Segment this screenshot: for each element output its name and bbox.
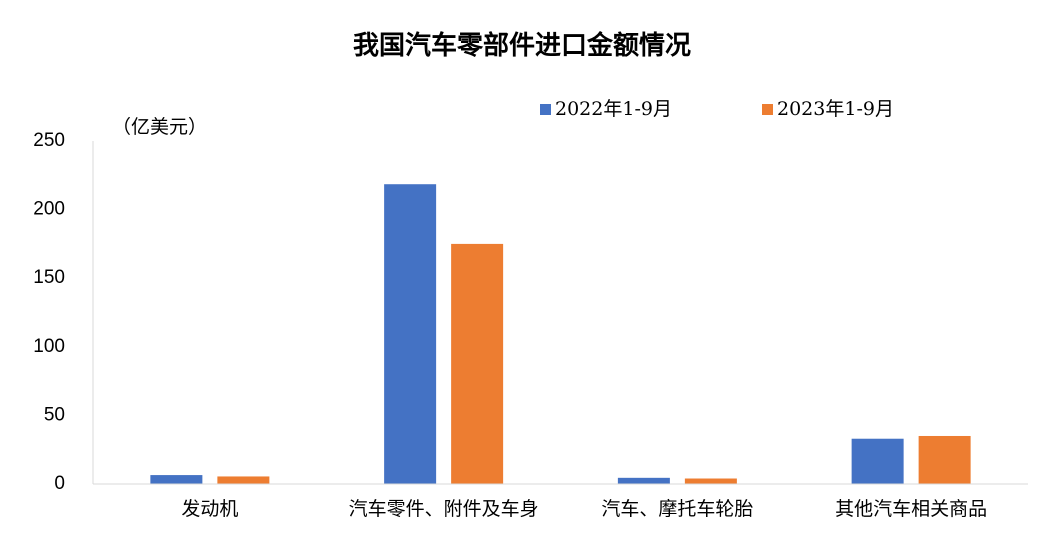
y-tick-label: 200 [33, 199, 65, 220]
legend-swatch [762, 104, 773, 115]
y-tick-label: 0 [54, 473, 65, 494]
x-tick-label: 其他汽车相关商品 [835, 498, 987, 520]
legend-label: 2022年1-9月 [555, 98, 672, 120]
y-tick-label: 100 [33, 336, 65, 357]
bar [851, 438, 904, 484]
y-tick-label: 150 [33, 267, 65, 288]
bar [617, 477, 670, 484]
bar [451, 243, 504, 484]
x-tick-label: 汽车零件、附件及车身 [349, 498, 539, 520]
bar [150, 475, 203, 484]
x-tick-label: 汽车、摩托车轮胎 [601, 498, 753, 520]
y-tick-label: 50 [44, 404, 65, 425]
bar [918, 435, 971, 484]
y-axis-label: （亿美元） [112, 116, 207, 138]
bar [384, 184, 437, 484]
y-tick-label: 250 [33, 130, 65, 151]
x-tick-label: 发动机 [181, 498, 238, 520]
legend-label: 2023年1-9月 [777, 98, 894, 120]
bar [217, 476, 270, 484]
legend-swatch [540, 104, 551, 115]
chart-title: 我国汽车零部件进口金额情况 [353, 30, 691, 61]
bar [684, 478, 737, 484]
